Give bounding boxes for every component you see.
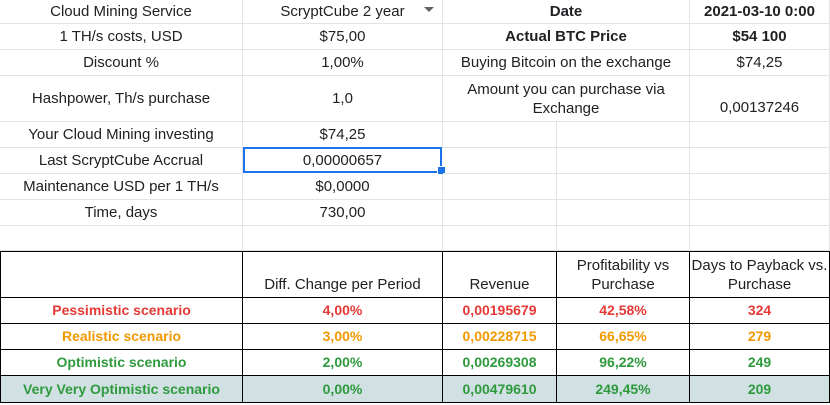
param-label[interactable]: Hashpower, Th/s purchase: [0, 76, 243, 122]
param-value[interactable]: $74,25: [243, 122, 443, 148]
header-days-payback[interactable]: Days to Payback vs. Purchase: [690, 251, 830, 298]
param-label[interactable]: Time, days: [0, 200, 243, 226]
scenario-profit[interactable]: 249,45%: [557, 376, 690, 403]
chevron-down-icon[interactable]: [424, 7, 434, 12]
scenario-revenue[interactable]: 0,00228715: [443, 324, 557, 350]
param-label[interactable]: Last ScryptCube Accrual: [0, 148, 243, 174]
service-dropdown[interactable]: ScryptCube 2 year: [243, 0, 443, 24]
scenario-header-blank[interactable]: [0, 251, 243, 298]
param-value[interactable]: 1,00%: [243, 50, 443, 76]
param-value[interactable]: $75,00: [243, 24, 443, 50]
service-dropdown-value: ScryptCube 2 year: [280, 3, 405, 20]
header-profitability[interactable]: Profitability vs Purchase: [557, 251, 690, 298]
empty-cell[interactable]: [557, 174, 690, 200]
empty-cell[interactable]: [443, 174, 557, 200]
right-value-amount[interactable]: 0,00137246: [690, 76, 830, 122]
right-value-date[interactable]: 2021-03-10 0:00: [690, 0, 830, 24]
empty-cell[interactable]: [690, 174, 830, 200]
empty-cell[interactable]: [443, 200, 557, 226]
scenario-diff[interactable]: 4,00%: [243, 298, 443, 324]
empty-cell[interactable]: [443, 226, 557, 251]
right-label-btc-price[interactable]: Actual BTC Price: [443, 24, 690, 50]
scenario-name[interactable]: Pessimistic scenario: [0, 298, 243, 324]
right-label-amount[interactable]: Amount you can purchase via Exchange: [443, 76, 690, 122]
param-label[interactable]: Cloud Mining Service: [0, 0, 243, 24]
scenario-days[interactable]: 209: [690, 376, 830, 403]
selected-cell-accrual[interactable]: 0,00000657: [243, 147, 442, 173]
empty-cell[interactable]: [557, 226, 690, 251]
scenario-revenue[interactable]: 0,00195679: [443, 298, 557, 324]
scenario-diff[interactable]: 2,00%: [243, 350, 443, 376]
scenario-diff[interactable]: 3,00%: [243, 324, 443, 350]
scenario-profit[interactable]: 42,58%: [557, 298, 690, 324]
param-label[interactable]: Discount %: [0, 50, 243, 76]
empty-cell[interactable]: [443, 122, 557, 148]
empty-cell[interactable]: [690, 200, 830, 226]
right-value-buying[interactable]: $74,25: [690, 50, 830, 76]
scenario-name[interactable]: Realistic scenario: [0, 324, 243, 350]
empty-cell[interactable]: [243, 226, 443, 251]
scenario-days[interactable]: 279: [690, 324, 830, 350]
param-value[interactable]: 730,00: [243, 200, 443, 226]
scenario-diff[interactable]: 0,00%: [243, 376, 443, 403]
param-value[interactable]: 1,0: [243, 76, 443, 122]
scenario-revenue[interactable]: 0,00479610: [443, 376, 557, 403]
scenario-days[interactable]: 324: [690, 298, 830, 324]
right-value-btc-price[interactable]: $54 100: [690, 24, 830, 50]
header-revenue[interactable]: Revenue: [443, 251, 557, 298]
empty-cell[interactable]: [690, 122, 830, 148]
empty-cell[interactable]: [0, 226, 243, 251]
right-label-date[interactable]: Date: [443, 0, 690, 24]
scenario-name[interactable]: Optimistic scenario: [0, 350, 243, 376]
scenario-profit[interactable]: 66,65%: [557, 324, 690, 350]
empty-cell[interactable]: [690, 226, 830, 251]
scenario-days[interactable]: 249: [690, 350, 830, 376]
param-label[interactable]: Your Cloud Mining investing: [0, 122, 243, 148]
empty-cell[interactable]: [690, 148, 830, 174]
empty-cell[interactable]: [557, 200, 690, 226]
empty-cell[interactable]: [557, 122, 690, 148]
fill-handle[interactable]: [437, 166, 446, 175]
param-label[interactable]: Maintenance USD per 1 TH/s: [0, 174, 243, 200]
param-label[interactable]: 1 TH/s costs, USD: [0, 24, 243, 50]
empty-cell[interactable]: [557, 148, 690, 174]
param-value[interactable]: $0,0000: [243, 174, 443, 200]
scenario-profit[interactable]: 96,22%: [557, 350, 690, 376]
header-diff-change[interactable]: Diff. Change per Period: [243, 251, 443, 298]
empty-cell[interactable]: [443, 148, 557, 174]
scenario-revenue[interactable]: 0,00269308: [443, 350, 557, 376]
right-label-buying[interactable]: Buying Bitcoin on the exchange: [443, 50, 690, 76]
scenario-name[interactable]: Very Very Optimistic scenario: [0, 376, 243, 403]
